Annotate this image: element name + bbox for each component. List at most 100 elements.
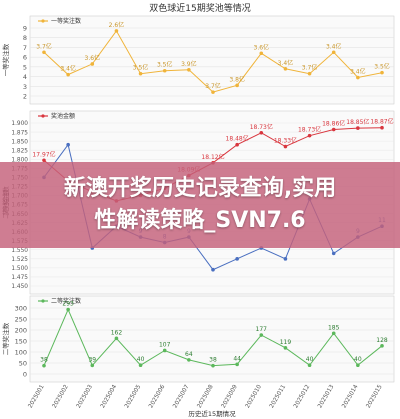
data-point [331, 50, 336, 55]
data-point [66, 307, 70, 312]
y-tick-label: 6 [23, 54, 27, 62]
data-label: 18.73亿 [298, 126, 321, 134]
data-point [42, 50, 46, 55]
promo-banner: 新澳开奖历史记录查询,实用 性解读策略_SVN7.6 [0, 162, 400, 248]
data-label: 18.86亿 [322, 120, 345, 128]
x-tick-label: 2025012 [293, 384, 311, 410]
data-point [235, 142, 239, 147]
y-tick-label: 300 [15, 305, 27, 313]
data-label: 293 [62, 301, 74, 308]
data-point [331, 331, 336, 336]
data-label: 40 [137, 356, 145, 363]
y-tick-label: 200 [15, 327, 27, 335]
x-tick-label: 2025009 [221, 384, 239, 410]
data-label: 3.7亿 [205, 82, 221, 90]
x-tick-label: 2025011 [269, 384, 287, 410]
y-tick-label: 1.550 [11, 248, 28, 254]
y-tick-label: 9 [23, 25, 27, 33]
data-label: 3.9亿 [181, 60, 197, 68]
data-point [380, 125, 384, 130]
data-label: 18.73亿 [250, 123, 273, 131]
data-point [283, 346, 288, 350]
y-tick-label: 5 [23, 63, 27, 71]
x-tick-label: 2025007 [172, 384, 190, 410]
data-label: 107 [159, 341, 171, 348]
x-tick-label: 2025001 [28, 384, 46, 410]
data-point [138, 363, 143, 368]
legend-marker [41, 114, 45, 118]
data-label: 40 [354, 356, 362, 363]
y-tick-label: 250 [15, 316, 27, 324]
data-label: 40 [306, 356, 314, 363]
data-point [331, 127, 336, 132]
data-point [356, 126, 360, 130]
x-tick-label: 2025010 [245, 384, 263, 410]
x-tick-label: 2025008 [197, 384, 215, 410]
data-label: 17.97亿 [32, 150, 55, 158]
x-axis-title: 历史近15期情况 [188, 409, 236, 418]
data-point [235, 362, 239, 367]
data-point [307, 133, 312, 138]
data-point [356, 75, 360, 80]
y-tick-label: 8 [23, 34, 27, 42]
data-point [114, 29, 119, 33]
data-label: 162 [111, 329, 123, 336]
y-tick-label: 1.800 [11, 157, 28, 163]
y-tick-label: 150 [15, 338, 27, 346]
data-point [356, 363, 360, 368]
data-label: 3.4亿 [278, 59, 294, 67]
data-point [235, 257, 239, 261]
x-tick-label: 2025006 [148, 384, 166, 410]
data-point [307, 363, 312, 368]
data-label: 18.48亿 [226, 135, 249, 143]
x-tick-label: 2025015 [366, 384, 384, 410]
data-label: 18.87亿 [370, 118, 393, 126]
data-point [235, 83, 239, 88]
y-axis-label: 二等奖注数 [1, 322, 10, 355]
data-label: 44 [233, 355, 241, 362]
data-label: 3.6亿 [254, 43, 270, 51]
data-point [187, 358, 191, 362]
x-tick-label: 2025013 [317, 384, 335, 410]
data-point [66, 72, 70, 77]
data-label: 18.12亿 [201, 153, 224, 161]
data-point [307, 71, 312, 76]
data-label: 18.85亿 [346, 118, 369, 126]
data-point [259, 51, 264, 56]
panel-0-frame [29, 15, 395, 105]
data-point [283, 257, 288, 261]
data-label: 39 [88, 356, 96, 363]
y-tick-label: 1.525 [11, 257, 28, 263]
data-point [283, 67, 288, 71]
banner-line-2: 性解读策略_SVN7.6 [94, 208, 306, 233]
x-tick-label: 2025014 [341, 384, 359, 410]
data-label: 3.5亿 [133, 64, 149, 72]
data-label: 3.5亿 [157, 61, 173, 69]
data-label: 2.6亿 [109, 21, 125, 29]
data-point [283, 144, 288, 149]
page-title: 双色球近15期奖池等情况 [149, 2, 250, 14]
y-tick-label: 1.850 [11, 139, 28, 145]
data-point [211, 267, 215, 272]
data-point [187, 67, 191, 72]
x-tick-label: 2025003 [76, 384, 94, 410]
y-tick-label: 1.475 [11, 275, 28, 281]
y-tick-label: 1.875 [11, 130, 28, 136]
data-label: 38 [40, 357, 48, 364]
legend-label: 二等奖注数 [51, 297, 81, 305]
data-label: 3.6亿 [85, 54, 101, 62]
data-label: 3.4亿 [326, 42, 342, 50]
data-label: 64 [185, 351, 193, 358]
data-point [331, 251, 336, 256]
data-point [259, 130, 264, 135]
y-tick-label: 0 [23, 371, 27, 379]
data-point [162, 348, 167, 353]
data-label: 3.7亿 [302, 64, 318, 72]
data-point [42, 158, 46, 163]
data-label: 3.4亿 [350, 68, 366, 76]
data-label: 185 [328, 324, 340, 331]
y-tick-label: 100 [15, 349, 27, 357]
y-tick-label: 4 [23, 73, 27, 81]
data-point [259, 333, 264, 337]
